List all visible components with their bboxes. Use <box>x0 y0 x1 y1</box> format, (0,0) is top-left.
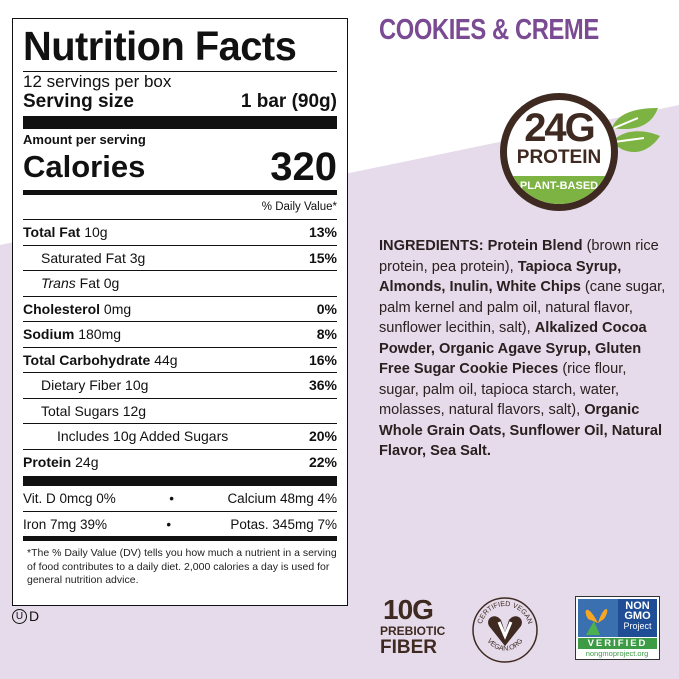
leaf-icon <box>612 108 660 153</box>
nutrient-row: Protein 24g 22% <box>23 448 337 475</box>
calories-row: Calories 320 <box>23 145 337 189</box>
nutrient-daily-value: 20% <box>308 428 337 445</box>
fiber-line2: FIBER <box>380 637 437 658</box>
ingredient-text: Tapioca Syrup, Almonds, Inulin, White Ch… <box>379 258 622 296</box>
vitamin-row: Vit. D 0mcg 0% • Calcium 48mg 4% <box>23 486 337 511</box>
nutrient-name: Trans Fat 0g <box>41 275 120 292</box>
calcium: Calcium 48mg 4% <box>227 491 337 506</box>
serving-size-value: 1 bar (90g) <box>240 91 337 112</box>
footnote: *The % Daily Value (DV) tells you how mu… <box>27 547 337 586</box>
nutrient-row: Total Carbohydrate 44g 16% <box>23 346 337 373</box>
protein-amount: 24G <box>524 106 596 150</box>
non-gmo-badge: NON GMO Project VERIFIED nongmoproject.o… <box>575 596 660 660</box>
ingredient-text: Alkalized Cocoa Powder, Organic Agave Sy… <box>379 320 647 377</box>
nutrient-name: Saturated Fat 3g <box>41 249 146 266</box>
kosher-dairy-letter: D <box>29 608 40 624</box>
divider-thick <box>23 476 337 486</box>
nutrient-row: Dietary Fiber 10g 36% <box>23 372 337 398</box>
fiber-line1: PREBIOTIC <box>380 624 446 638</box>
serving-size: Serving size 1 bar (90g) <box>23 91 337 112</box>
nutrient-name: Total Carbohydrate 44g <box>23 351 178 368</box>
nutrient-name: Sodium 180mg <box>23 326 122 343</box>
serving-size-label: Serving size <box>23 91 134 112</box>
kosher-u-icon: U <box>12 608 27 624</box>
nutrient-daily-value: 13% <box>308 224 337 241</box>
nutrient-daily-value: 36% <box>308 377 337 394</box>
vitamin-row: Iron 7mg 39% • Potas. 345mg 7% <box>23 511 337 536</box>
protein-badge: 24G PROTEIN PLANT-BASED <box>500 93 618 211</box>
potassium: Potas. 345mg 7% <box>230 516 337 532</box>
nongmo-line1: NON <box>625 600 650 612</box>
amount-per-serving: Amount per serving <box>23 132 146 147</box>
nutrient-daily-value: 8% <box>316 326 337 343</box>
nutrient-row: Saturated Fat 3g 15% <box>23 244 337 271</box>
ingredient-text: (rice flour, sugar, palm oil, tapioca st… <box>379 361 627 418</box>
certified-vegan-icon: CERTIFIED VEGAN VEGAN.ORG <box>472 597 538 663</box>
nongmo-url: nongmoproject.org <box>585 649 649 658</box>
nutrient-row: Sodium 180mg 8% <box>23 321 337 347</box>
nutrient-name: Cholesterol 0mg <box>23 300 132 317</box>
daily-value-header: % Daily Value* <box>261 201 337 213</box>
divider <box>23 71 337 72</box>
vitamin-d: Vit. D 0mcg 0% <box>23 491 116 506</box>
nutrient-name: Protein 24g <box>23 453 99 470</box>
nutrition-facts-label: Nutrition Facts 12 servings per box Serv… <box>12 18 348 606</box>
nutrient-name: Total Sugars 12g <box>41 402 147 419</box>
nongmo-line2: GMO <box>624 610 651 622</box>
nutrient-name: Dietary Fiber 10g <box>41 377 149 394</box>
nutrient-daily-value: 22% <box>308 453 337 470</box>
protein-label: PROTEIN <box>516 147 602 168</box>
divider-medium <box>23 536 337 541</box>
ingredients: INGREDIENTS: Protein Blend (brown rice p… <box>379 236 669 462</box>
divider-medium <box>23 190 337 195</box>
calories-label: Calories <box>23 149 146 184</box>
nutrient-name: Total Fat 10g <box>23 224 108 241</box>
nutrient-name: Includes 10g Added Sugars <box>57 428 229 445</box>
nutrient-daily-value: 16% <box>308 351 337 368</box>
fiber-amount: 10G <box>383 594 434 625</box>
plant-based-label: PLANT-BASED <box>507 176 611 204</box>
nutrient-row: Cholesterol 0mg 0% <box>23 295 337 322</box>
iron: Iron 7mg 39% <box>23 516 108 532</box>
nongmo-line3: Project <box>623 621 652 631</box>
nutrient-row: Total Sugars 12g <box>23 397 337 424</box>
ingredient-text: (cane sugar, palm kernel and palm oil, n… <box>379 279 666 336</box>
nutrient-row: Total Fat 10g 13% <box>23 219 337 245</box>
ingredient-text: INGREDIENTS: Protein Blend <box>379 238 583 254</box>
divider-thick <box>23 116 337 129</box>
nutrient-daily-value: 0% <box>316 300 337 317</box>
calories-value: 320 <box>270 145 337 189</box>
butterfly-icon <box>578 599 618 637</box>
ingredient-text: (brown rice protein, pea protein), <box>379 238 659 275</box>
nutrient-row: Trans Fat 0g <box>23 270 337 296</box>
bullet: • <box>169 491 174 506</box>
servings-per-container: 12 servings per box <box>23 72 172 91</box>
prebiotic-fiber-badge: 10G PREBIOTIC FIBER <box>380 594 446 658</box>
ingredient-text: Organic Whole Grain Oats, Sunflower Oil,… <box>379 402 662 459</box>
flavor-name: COOKIES & CREME <box>379 14 599 46</box>
nutrient-daily-value: 15% <box>308 249 337 266</box>
nutrient-row: Includes 10g Added Sugars 20% <box>23 423 337 449</box>
bullet: • <box>166 516 172 532</box>
label-title: Nutrition Facts <box>23 23 297 69</box>
verified-label: VERIFIED <box>578 638 657 649</box>
